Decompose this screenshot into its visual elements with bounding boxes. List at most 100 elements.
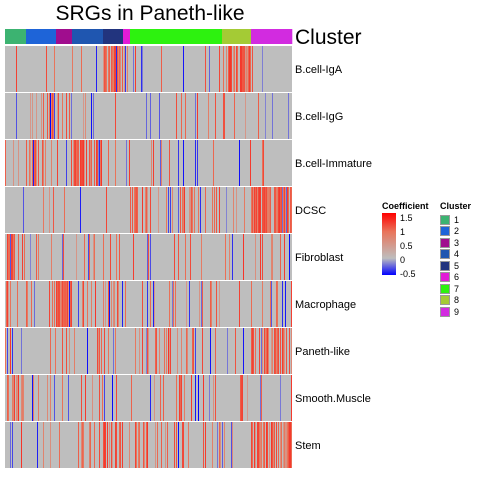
heatmap-cell — [114, 281, 115, 327]
heatmap-cell — [232, 234, 233, 280]
heatmap-cell — [122, 422, 123, 468]
heatmap-cell — [253, 187, 254, 233]
heatmap-cell — [272, 234, 273, 280]
heatmap-cell — [239, 281, 240, 327]
heatmap-cell — [7, 281, 8, 327]
heatmap-cell — [283, 422, 284, 468]
heatmap-cell — [154, 375, 155, 421]
heatmap-cell — [14, 234, 15, 280]
heatmap-cell — [179, 375, 180, 421]
heatmap-cell — [116, 375, 117, 421]
heatmap-cell — [57, 140, 58, 186]
row-separator — [5, 327, 292, 328]
heatmap-cell — [232, 422, 233, 468]
heatmap-cell — [233, 46, 234, 92]
heatmap-cell — [274, 187, 275, 233]
heatmap-cell — [62, 375, 63, 421]
row-separator — [5, 280, 292, 281]
heatmap-cell — [189, 187, 190, 233]
heatmap-cell — [50, 375, 51, 421]
heatmap-cell — [99, 328, 100, 374]
heatmap-cell — [89, 234, 90, 280]
heatmap-cell — [277, 281, 278, 327]
heatmap-cell — [29, 140, 30, 186]
heatmap-cell — [27, 281, 28, 327]
heatmap-cell — [99, 140, 100, 186]
heatmap-row-background — [5, 281, 292, 327]
heatmap-cell — [291, 281, 292, 327]
heatmap-cell — [181, 375, 182, 421]
heatmap-row-background — [5, 422, 292, 468]
heatmap-cell — [90, 422, 91, 468]
heatmap-cell — [291, 375, 292, 421]
heatmap-cell — [90, 140, 91, 186]
heatmap-cell — [258, 422, 259, 468]
heatmap-cell — [284, 234, 285, 280]
heatmap-cell — [178, 187, 179, 233]
heatmap-cell — [283, 187, 284, 233]
heatmap-cell — [168, 187, 169, 233]
heatmap-cell — [158, 187, 159, 233]
heatmap-cell — [148, 234, 149, 280]
heatmap-cell — [116, 46, 117, 92]
heatmap-cell — [35, 140, 36, 186]
heatmap-cell — [147, 328, 148, 374]
heatmap-cell — [272, 328, 273, 374]
heatmap-cell — [17, 375, 18, 421]
heatmap-row-background — [5, 140, 292, 186]
heatmap-cell — [47, 375, 48, 421]
heatmap-cell — [96, 140, 97, 186]
heatmap-cell — [237, 46, 238, 92]
heatmap-cell — [98, 328, 99, 374]
cluster-legend-swatch — [440, 237, 450, 248]
heatmap-cell — [142, 328, 143, 374]
cluster-legend-label: 5 — [454, 260, 460, 271]
cluster-legend-swatch — [440, 272, 450, 282]
heatmap-cell — [227, 328, 228, 374]
heatmap-cell — [255, 422, 256, 468]
heatmap-cell — [228, 46, 229, 92]
heatmap-cell — [253, 328, 254, 374]
heatmap-cell — [280, 328, 281, 374]
heatmap-cell — [190, 234, 191, 280]
heatmap-cell — [24, 234, 25, 280]
heatmap-cell — [219, 187, 220, 233]
heatmap-cell — [261, 328, 262, 374]
heatmap-cell — [164, 328, 165, 374]
heatmap-cell — [142, 281, 143, 327]
heatmap-cell — [262, 234, 263, 280]
heatmap-cell — [262, 140, 263, 186]
heatmap-cell — [251, 187, 252, 233]
heatmap-cell — [281, 187, 282, 233]
heatmap-cell — [97, 140, 98, 186]
heatmap-cell — [144, 422, 145, 468]
heatmap-cell — [76, 234, 77, 280]
heatmap-cell — [115, 140, 116, 186]
heatmap-cell — [276, 281, 277, 327]
heatmap-cell — [265, 93, 266, 139]
cluster-legend-item: 7 — [440, 283, 459, 294]
heatmap-cell — [30, 234, 31, 280]
heatmap-cell — [31, 281, 32, 327]
row-label: Paneth-like — [295, 345, 351, 358]
heatmap-cell — [150, 93, 151, 139]
coef-tick: 0 — [396, 255, 405, 265]
heatmap-cell — [208, 93, 209, 139]
heatmap-cell — [183, 422, 184, 468]
heatmap-cell — [166, 328, 167, 374]
heatmap-cell — [150, 375, 151, 421]
heatmap-cell — [192, 328, 193, 374]
heatmap-cell — [231, 46, 232, 92]
heatmap-cell — [80, 187, 81, 233]
cluster-annotation-segment — [130, 29, 223, 44]
heatmap-cell — [26, 140, 27, 186]
heatmap-cell — [18, 140, 19, 186]
heatmap-cell — [57, 93, 58, 139]
heatmap-cell — [81, 422, 82, 468]
heatmap-cell — [136, 187, 137, 233]
heatmap-cell — [284, 328, 285, 374]
heatmap-cell — [186, 328, 187, 374]
heatmap-cell — [189, 281, 190, 327]
heatmap-cell — [56, 281, 57, 327]
coefficient-legend-title: Coefficient — [382, 201, 429, 211]
